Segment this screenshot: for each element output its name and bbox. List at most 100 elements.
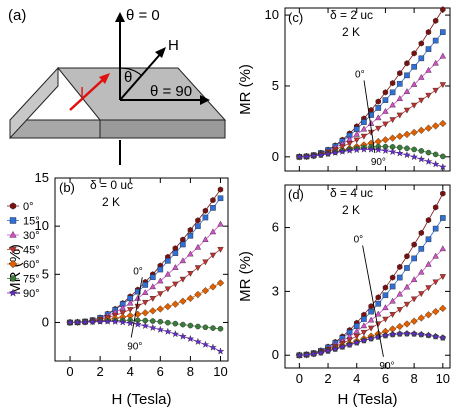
data-point <box>382 121 389 128</box>
data-point <box>417 330 426 338</box>
data-point <box>375 125 382 132</box>
data-point <box>331 148 340 156</box>
data-point <box>142 299 149 306</box>
data-point <box>381 136 390 144</box>
data-point <box>389 297 396 304</box>
data-point <box>360 125 368 132</box>
data-point <box>382 107 389 114</box>
panel-label: (d) <box>288 187 304 202</box>
data-point <box>368 308 374 315</box>
data-point <box>171 330 180 338</box>
data-point <box>164 270 172 277</box>
data-point <box>187 226 194 234</box>
data-point <box>346 141 353 147</box>
data-point <box>179 332 187 340</box>
data-point <box>172 281 179 288</box>
panel-c: 0 5 10 MR (%) (c) δ = 2 uc 2 K 0° 90° <box>237 6 451 172</box>
data-point <box>209 283 217 291</box>
data-point <box>141 321 150 330</box>
data-point <box>432 17 439 24</box>
data-point <box>439 333 447 342</box>
data-point <box>164 327 172 335</box>
y-tick-label: 6 <box>272 220 279 235</box>
data-point <box>194 243 202 250</box>
data-point <box>210 197 216 204</box>
data-point <box>210 325 216 331</box>
y-tick-label: 10 <box>35 218 49 233</box>
data-point <box>397 263 403 271</box>
panel-note: 2 K <box>342 203 360 217</box>
legend-label: 45° <box>23 245 40 257</box>
data-point <box>157 291 164 298</box>
y-tick-label: 0 <box>42 314 49 329</box>
panel-note: δ = 2 uc <box>330 8 373 22</box>
sample-slab-side <box>99 119 226 139</box>
data-point <box>418 55 425 62</box>
data-point <box>425 92 432 99</box>
data-point <box>172 245 179 252</box>
data-point <box>439 119 447 128</box>
data-point <box>180 321 186 328</box>
data-point <box>309 349 318 358</box>
data-point <box>352 338 361 346</box>
data-point <box>389 274 396 281</box>
y-axis-title: MR (%) <box>7 244 24 295</box>
data-point <box>216 279 225 287</box>
data-point <box>361 119 367 125</box>
data-point <box>194 265 202 272</box>
data-point <box>187 322 194 329</box>
data-point <box>179 257 187 264</box>
data-point <box>73 318 82 326</box>
data-point <box>425 236 432 243</box>
panel-b: 0 2 4 6 8 10 0 5 10 15 MR (%) H (Tesla) (b) δ = 0 uc 2… <box>7 170 229 408</box>
sample-slab-left <box>9 66 59 140</box>
data-point <box>396 132 404 140</box>
data-point <box>209 343 217 351</box>
data-point <box>179 276 187 283</box>
data-point <box>368 303 374 310</box>
data-point <box>157 318 164 325</box>
data-point <box>389 89 396 96</box>
data-point <box>186 294 195 303</box>
data-point <box>439 52 447 59</box>
panel-note: 2 K <box>342 25 360 39</box>
angle-arrow <box>362 245 384 357</box>
data-point <box>360 336 368 344</box>
data-point <box>295 351 304 359</box>
data-point <box>425 66 432 73</box>
data-point <box>431 307 440 316</box>
data-point <box>217 186 224 193</box>
data-point <box>432 151 439 158</box>
data-point <box>353 126 360 132</box>
data-point <box>210 205 216 211</box>
data-point <box>360 329 368 336</box>
data-point <box>331 345 340 353</box>
x-tick-label: 2 <box>324 371 331 386</box>
data-point <box>418 246 425 252</box>
legend-marker <box>9 230 17 238</box>
theta-ninety-label: θ = 90 <box>150 83 192 100</box>
data-point <box>411 255 417 262</box>
data-point <box>417 126 425 134</box>
data-point <box>81 318 89 326</box>
x-tick-label: 4 <box>127 364 134 379</box>
data-point <box>404 253 410 260</box>
data-point <box>418 148 425 154</box>
current-label: I <box>80 84 84 101</box>
data-point <box>172 264 179 270</box>
data-point <box>338 342 347 351</box>
legend-label: 30° <box>23 230 40 242</box>
data-point <box>410 81 418 87</box>
data-point <box>418 229 424 236</box>
data-point <box>133 320 142 328</box>
data-point <box>179 297 187 305</box>
data-point <box>195 323 201 330</box>
data-point <box>202 236 209 242</box>
data-point <box>432 225 439 232</box>
data-point <box>317 150 325 159</box>
data-point <box>411 64 417 70</box>
data-point <box>410 102 418 109</box>
data-point <box>389 80 396 87</box>
data-point <box>403 150 411 159</box>
